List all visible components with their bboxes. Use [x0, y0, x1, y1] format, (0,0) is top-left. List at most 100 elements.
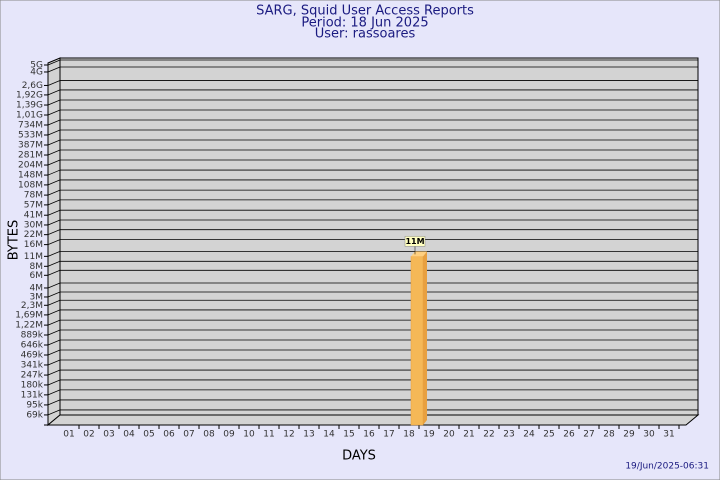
- grid-line: [47, 229, 61, 236]
- grid-line: [47, 309, 61, 316]
- y-tick-label: 1,22M: [15, 321, 43, 331]
- grid-line: [47, 299, 61, 306]
- floor: [46, 414, 700, 426]
- y-tick-label: 1,39G: [16, 101, 43, 111]
- x-tick-label: 25: [543, 430, 554, 440]
- grid-line: [47, 282, 61, 289]
- plot: 69k95k131k180k247k341k469k646k889k1,22M1…: [15, 59, 698, 440]
- footer-date: 19/Jun/2025-06:31: [625, 462, 709, 472]
- x-tick-label: 30: [643, 430, 655, 440]
- grid-line: [47, 59, 61, 66]
- x-tick-label: 23: [503, 430, 514, 440]
- grid-line: [47, 239, 61, 245]
- y-tick-label: 11M: [24, 252, 43, 262]
- x-tick-label: 26: [563, 430, 575, 440]
- y-tick-label: 1,92G: [16, 90, 43, 100]
- x-tick-label: 12: [283, 430, 294, 440]
- y-tick-label: 734M: [18, 120, 43, 130]
- x-tick-label: 19: [423, 430, 435, 440]
- y-tick-label: 341k: [21, 360, 44, 370]
- x-tick-label: 11: [263, 430, 274, 440]
- grid-line: [47, 409, 61, 416]
- y-tick-label: 204M: [18, 161, 43, 171]
- grid-line: [47, 329, 61, 336]
- x-tick-label: 06: [163, 430, 175, 440]
- x-tick-label: 10: [243, 430, 255, 440]
- grid-line: [47, 189, 61, 196]
- x-tick-label: 02: [83, 430, 94, 440]
- back-wall: [59, 57, 699, 416]
- y-tick-label: 1,01G: [16, 111, 43, 121]
- y-tick-label: 6M: [30, 271, 44, 281]
- y-tick-label: 4M: [30, 283, 44, 293]
- x-tick-label: 09: [223, 430, 235, 440]
- x-tick-label: 08: [203, 430, 215, 440]
- x-tick-label: 20: [443, 430, 455, 440]
- grid-line: [47, 399, 61, 406]
- y-tick-label: 69k: [26, 410, 43, 420]
- y-tick-label: 469k: [21, 351, 44, 361]
- grid-line: [47, 291, 61, 298]
- bar-side: [423, 251, 427, 425]
- grid-line: [47, 139, 61, 146]
- y-tick-label: 16M: [24, 240, 43, 250]
- grid-line: [47, 389, 61, 396]
- y-tick-label: 8M: [30, 262, 44, 272]
- grid-line: [47, 250, 61, 257]
- y-tick-label: 30M: [24, 220, 43, 230]
- y-tick-label: 95k: [26, 400, 43, 410]
- y-tick-label: 4G: [30, 67, 43, 77]
- grid-line: [47, 319, 61, 326]
- grid-line: [47, 149, 61, 156]
- y-tick-label: 281M: [18, 151, 43, 161]
- grid-line: [47, 169, 61, 176]
- chart-subtitle: User: rassoares: [315, 27, 416, 42]
- label-box: [404, 236, 426, 247]
- y-tick-label: 5G: [30, 61, 43, 71]
- y-tick-label: 22M: [24, 230, 43, 240]
- grid-line: [47, 66, 61, 73]
- x-tick-label: 01: [63, 430, 74, 440]
- x-tick-label: 31: [663, 430, 674, 440]
- y-tick-label: 3M: [30, 292, 44, 302]
- x-tick-label: 28: [603, 430, 615, 440]
- y-tick-label: 131k: [21, 390, 44, 400]
- grid-line: [47, 179, 61, 186]
- y-tick-label: 2,6G: [22, 81, 43, 91]
- side-wall: [47, 57, 61, 427]
- grid-line: [47, 260, 61, 267]
- grid-line: [47, 359, 61, 366]
- x-tick-label: 18: [403, 430, 415, 440]
- y-tick-label: 646k: [21, 340, 44, 350]
- grid-line: [47, 219, 61, 226]
- grid-line: [47, 379, 61, 386]
- y-tick-label: 78M: [24, 191, 43, 201]
- y-tick-label: 533M: [18, 131, 43, 141]
- x-tick-label: 17: [383, 430, 394, 440]
- x-tick-label: 05: [143, 430, 154, 440]
- x-tick-label: 27: [583, 430, 594, 440]
- grid-line: [47, 129, 61, 136]
- y-axis-label: BYTES: [7, 220, 22, 261]
- x-tick-label: 03: [103, 430, 114, 440]
- x-tick-label: 15: [343, 430, 354, 440]
- grid-line: [47, 159, 61, 166]
- grid-line: [47, 80, 61, 86]
- x-tick-label: 22: [483, 430, 494, 440]
- grid-line: [47, 349, 61, 356]
- chart-subtitle: Period: 18 Jun 2025: [301, 16, 428, 31]
- x-tick-label: 29: [623, 430, 635, 440]
- grid-line: [47, 99, 61, 106]
- grid-line: [47, 369, 61, 376]
- x-tick-label: 07: [183, 430, 194, 440]
- grid-line: [47, 339, 61, 346]
- x-tick-label: 14: [323, 430, 335, 440]
- x-axis-label: DAYS: [342, 449, 376, 464]
- value-label: 11M: [405, 237, 424, 246]
- grid-line: [47, 199, 61, 206]
- y-tick-label: 247k: [21, 371, 44, 381]
- bar: [410, 256, 424, 426]
- x-tick-label: 16: [363, 430, 375, 440]
- x-tick-label: 04: [123, 430, 135, 440]
